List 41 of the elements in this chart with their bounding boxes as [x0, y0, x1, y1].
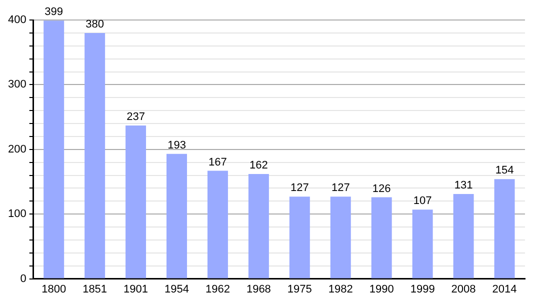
- y-tick-label: 200: [8, 143, 26, 156]
- bar: [248, 174, 269, 278]
- x-tick-label: 1962: [205, 283, 230, 296]
- x-tick-label: 1990: [369, 283, 394, 296]
- y-tick-label: 400: [8, 14, 26, 26]
- bar: [330, 196, 351, 278]
- bar: [207, 170, 228, 278]
- x-tick-label: 1968: [246, 283, 271, 296]
- bar: [453, 194, 474, 278]
- data-label: 131: [454, 180, 473, 192]
- x-tick-label: 1901: [124, 283, 148, 296]
- data-label: 107: [413, 195, 432, 208]
- x-tick-label: 1851: [82, 283, 108, 296]
- data-label: 127: [331, 182, 350, 194]
- data-label: 380: [86, 18, 104, 30]
- bar: [289, 196, 310, 278]
- data-label: 126: [372, 182, 391, 195]
- bar: [166, 154, 187, 278]
- x-tick-label: 1954: [164, 283, 189, 296]
- data-label: 399: [44, 6, 64, 18]
- x-tick-label: 1800: [42, 283, 66, 296]
- y-tick-label: 300: [8, 78, 26, 91]
- x-tick-label: 1982: [328, 283, 353, 296]
- bar: [412, 210, 433, 278]
- y-tick-label: 100: [8, 208, 26, 220]
- bar: [126, 125, 146, 278]
- data-label: 237: [126, 110, 145, 123]
- data-label: 127: [290, 182, 309, 194]
- x-tick-label: 1999: [410, 283, 435, 296]
- bar: [371, 197, 392, 278]
- x-tick-label: 1975: [287, 283, 312, 296]
- bar: [84, 32, 106, 278]
- bar: [44, 20, 64, 278]
- data-label: 167: [208, 156, 227, 168]
- x-tick-label: 2008: [451, 283, 476, 296]
- bar: [494, 179, 515, 278]
- data-label: 154: [495, 164, 514, 177]
- y-tick-label: 0: [20, 272, 26, 285]
- x-tick-label: 2014: [492, 283, 517, 296]
- data-label: 193: [168, 139, 186, 152]
- data-label: 162: [250, 160, 268, 172]
